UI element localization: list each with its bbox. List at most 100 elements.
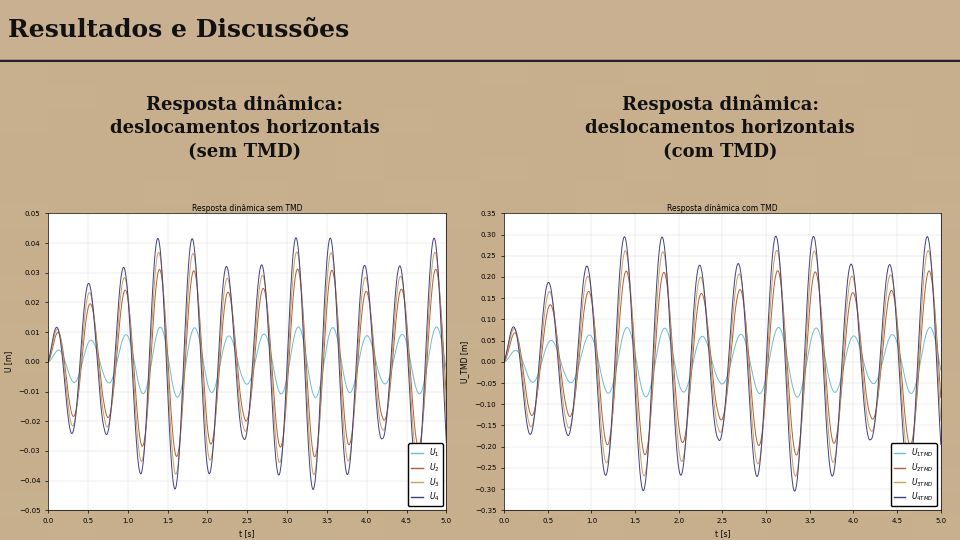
Bar: [816, 86, 864, 110]
Bar: [0, 396, 48, 421]
Bar: [96, 444, 144, 468]
X-axis label: t [s]: t [s]: [239, 530, 255, 538]
Bar: [864, 516, 912, 540]
Bar: [816, 325, 864, 349]
Bar: [672, 205, 720, 229]
Bar: [144, 86, 192, 110]
Bar: [480, 253, 528, 277]
Bar: [96, 325, 144, 349]
Bar: [384, 301, 432, 325]
Bar: [96, 373, 144, 396]
Bar: [144, 444, 192, 468]
Bar: [96, 468, 144, 492]
Bar: [624, 396, 672, 421]
Bar: [0, 181, 48, 206]
Bar: [432, 396, 480, 421]
Bar: [48, 421, 96, 444]
Bar: [384, 444, 432, 468]
Bar: [864, 468, 912, 492]
Bar: [576, 349, 624, 373]
Bar: [336, 444, 384, 468]
Bar: [768, 516, 816, 540]
Bar: [384, 373, 432, 396]
Bar: [432, 373, 480, 396]
Bar: [240, 205, 288, 229]
Bar: [768, 110, 816, 134]
Bar: [768, 62, 816, 86]
Bar: [288, 62, 336, 86]
Bar: [768, 253, 816, 277]
Bar: [912, 349, 960, 373]
Bar: [384, 110, 432, 134]
Bar: [768, 205, 816, 229]
Text: Resultados e Discussões: Resultados e Discussões: [8, 18, 348, 42]
Bar: [48, 468, 96, 492]
Bar: [480, 396, 528, 421]
Bar: [96, 86, 144, 110]
Bar: [192, 349, 240, 373]
Bar: [240, 421, 288, 444]
Bar: [432, 301, 480, 325]
Bar: [672, 110, 720, 134]
Bar: [432, 468, 480, 492]
Bar: [672, 86, 720, 110]
Bar: [240, 110, 288, 134]
Bar: [816, 444, 864, 468]
Bar: [192, 134, 240, 158]
Bar: [432, 62, 480, 86]
Bar: [480, 373, 528, 396]
Bar: [0, 373, 48, 396]
Bar: [768, 468, 816, 492]
Bar: [0, 301, 48, 325]
Bar: [864, 444, 912, 468]
Bar: [864, 421, 912, 444]
Bar: [384, 62, 432, 86]
Bar: [576, 301, 624, 325]
Bar: [480, 444, 528, 468]
Bar: [480, 134, 528, 158]
Bar: [528, 158, 576, 181]
Bar: [672, 62, 720, 86]
Bar: [192, 468, 240, 492]
Bar: [672, 230, 720, 253]
Bar: [336, 205, 384, 229]
Bar: [0, 421, 48, 444]
Bar: [48, 181, 96, 206]
Bar: [240, 253, 288, 277]
Bar: [528, 230, 576, 253]
Bar: [624, 253, 672, 277]
Bar: [48, 516, 96, 540]
Bar: [528, 181, 576, 206]
Bar: [720, 373, 768, 396]
Bar: [0, 325, 48, 349]
Bar: [624, 301, 672, 325]
Bar: [816, 396, 864, 421]
Bar: [816, 373, 864, 396]
Bar: [528, 349, 576, 373]
Bar: [480, 110, 528, 134]
Bar: [480, 158, 528, 181]
Bar: [240, 301, 288, 325]
Bar: [0, 134, 48, 158]
Bar: [384, 277, 432, 301]
Bar: [96, 349, 144, 373]
Bar: [672, 134, 720, 158]
Bar: [336, 86, 384, 110]
Bar: [720, 253, 768, 277]
Bar: [144, 230, 192, 253]
Bar: [288, 134, 336, 158]
Bar: [192, 444, 240, 468]
Bar: [96, 396, 144, 421]
Bar: [384, 516, 432, 540]
Bar: [720, 181, 768, 206]
Bar: [912, 86, 960, 110]
Bar: [0, 253, 48, 277]
Bar: [816, 62, 864, 86]
Bar: [240, 62, 288, 86]
Bar: [96, 230, 144, 253]
Bar: [864, 373, 912, 396]
Bar: [96, 62, 144, 86]
Bar: [528, 325, 576, 349]
Bar: [96, 277, 144, 301]
Bar: [768, 349, 816, 373]
